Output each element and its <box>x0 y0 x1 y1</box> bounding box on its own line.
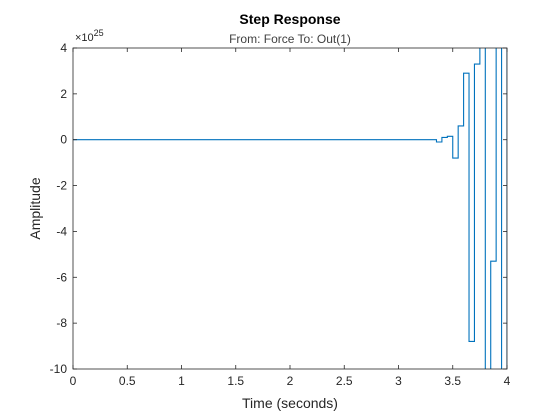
x-tick-label: 1 <box>178 374 185 388</box>
y-exponent-label: ×1025 <box>75 28 104 44</box>
y-tick-label: -4 <box>56 224 67 238</box>
y-tick-label: -10 <box>50 362 68 376</box>
y-tick-label: 2 <box>60 87 67 101</box>
y-axis-label: Amplitude <box>27 177 43 239</box>
chart-title: Step Response <box>239 11 340 27</box>
plot-area <box>73 48 507 369</box>
x-axis-label: Time (seconds) <box>242 395 338 411</box>
y-tick-label: 0 <box>60 133 67 147</box>
x-tick-label: 0.5 <box>119 374 136 388</box>
chart-subtitle: From: Force To: Out(1) <box>229 32 351 46</box>
y-tick-label: -8 <box>56 316 67 330</box>
y-tick-label: -2 <box>56 179 67 193</box>
y-tick-label: 4 <box>60 41 67 55</box>
data-layer <box>73 48 507 369</box>
x-tick-label: 2.5 <box>336 374 353 388</box>
y-exponent-power: 25 <box>94 28 104 38</box>
y-exponent-base: ×10 <box>75 32 94 44</box>
x-tick-label: 3 <box>395 374 402 388</box>
x-tick-label: 2 <box>287 374 294 388</box>
tick-layer: 0 0.5 1 1.5 2 2.5 3 3.5 4 -10 -8 -6 -4 -2 0 2 4 <box>50 41 511 388</box>
y-tick-label: -6 <box>56 270 67 284</box>
x-tick-label: 4 <box>504 374 511 388</box>
x-tick-label: 3.5 <box>444 374 461 388</box>
x-tick-label: 0 <box>70 374 77 388</box>
x-tick-label: 1.5 <box>227 374 244 388</box>
step-response-line <box>73 48 507 369</box>
